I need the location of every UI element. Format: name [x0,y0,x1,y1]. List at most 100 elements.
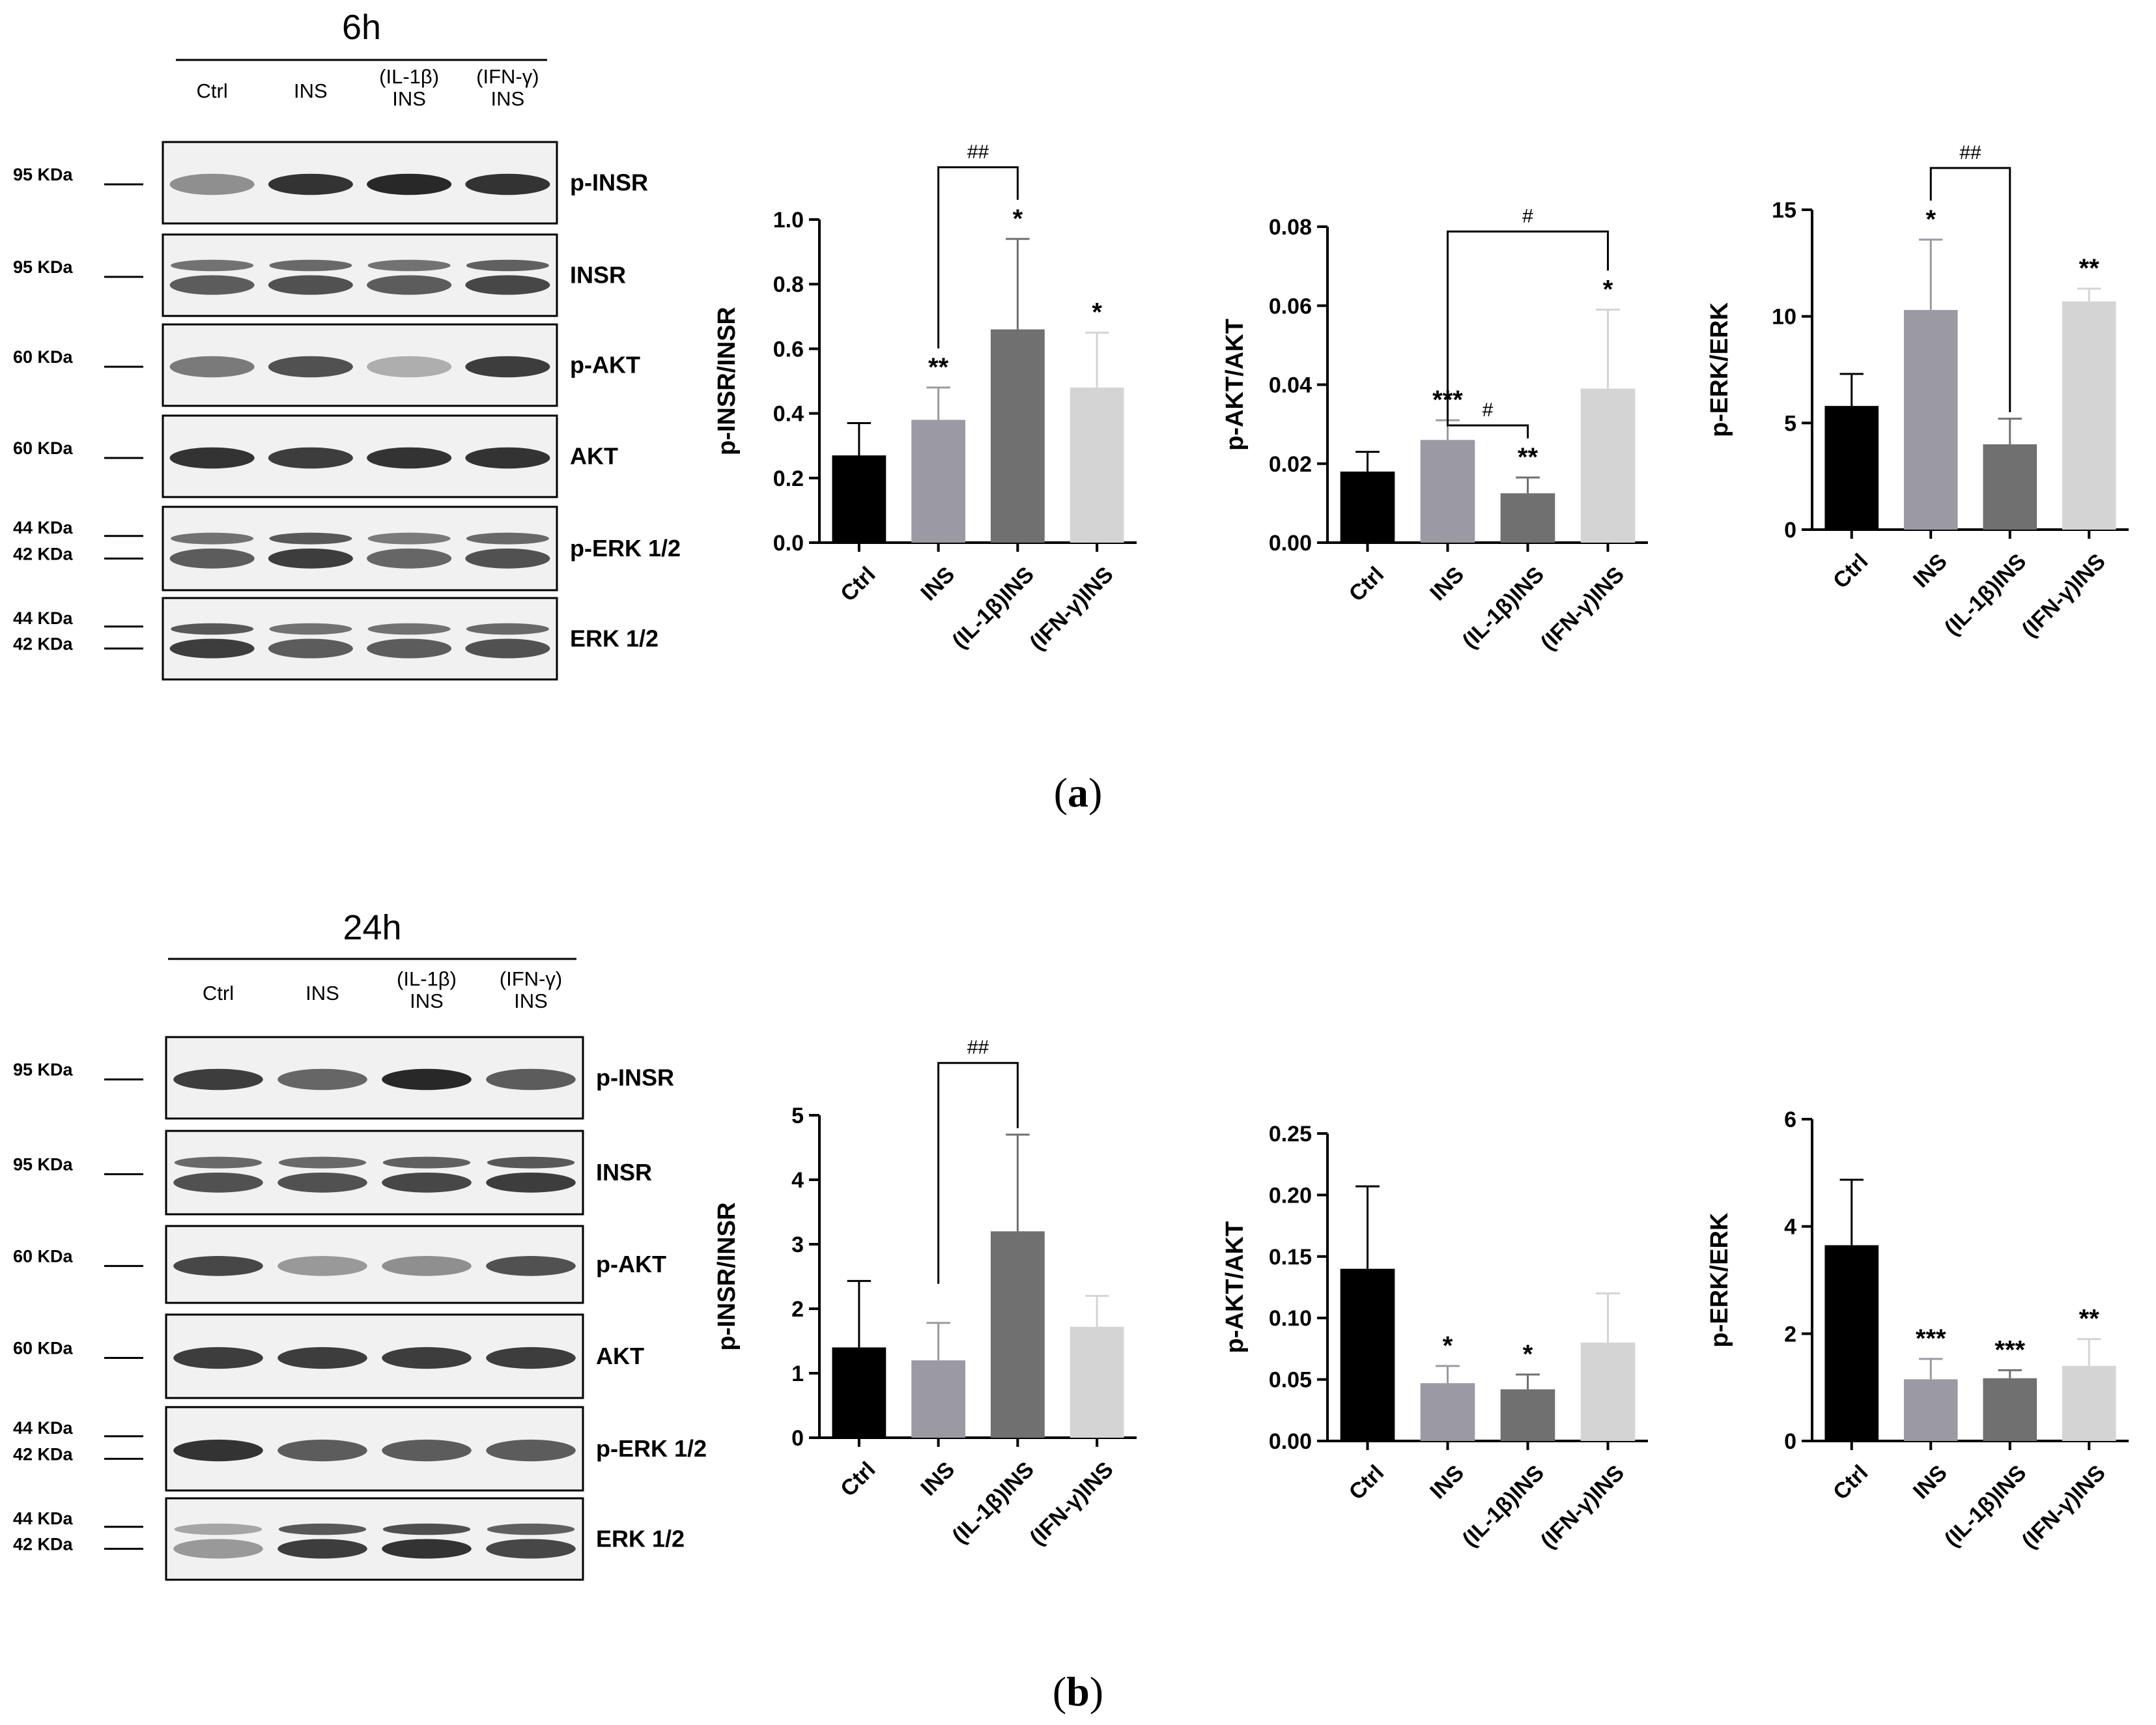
blot-band [382,1523,471,1535]
blot-band [173,1173,263,1193]
blot-row-label: p-INSR [596,1064,674,1091]
kda-marker-label: 42 KDa [13,1444,74,1464]
blot-lane-label: (IFN-γ) INS [500,967,562,1012]
bar [1420,440,1475,543]
significance-marker: ** [2079,254,2100,283]
blot-band [268,638,353,659]
x-tick-label: (IL-1β)INS [1940,549,2031,640]
significance-marker: * [1092,298,1102,327]
blot-row-label: p-AKT [596,1251,666,1277]
blot-band [367,173,452,195]
blot-row-label: p-INSR [570,169,648,196]
bar [1983,1378,2037,1441]
blot-band [486,1539,576,1559]
blot-row-label: p-ERK 1/2 [596,1435,707,1462]
kda-marker-label: 42 KDa [13,544,74,563]
y-tick-label: 0 [1784,1429,1796,1454]
blot-band [382,1156,471,1169]
blot-band [173,1347,263,1369]
y-tick-label: 0 [791,1426,804,1451]
blot-band [367,447,452,469]
y-tick-label: 0.25 [1269,1122,1312,1147]
blot-membrane [162,597,558,681]
y-tick-label: 0.00 [1269,1429,1312,1454]
kda-marker-label: 42 KDa [13,1535,74,1554]
blot-row: p-AKT 60 KDa [13,323,640,407]
y-tick-label: 2 [791,1297,804,1322]
comparison-bracket [1447,230,1609,382]
significance-marker: *** [1916,1324,1946,1353]
kda-marker-label: 95 KDa [13,257,74,277]
y-tick-label: 6 [1784,1107,1796,1132]
blot-row: p-AKT 60 KDa [13,1225,666,1304]
blot-band [487,1523,575,1535]
blot-band [173,1539,263,1559]
bar [1070,387,1124,543]
blot-lane-label: (IFN-γ) INS [476,65,539,110]
significance-marker: *** [1994,1335,2025,1364]
kda-marker-label: 44 KDa [13,1509,74,1528]
blot-row: ERK 1/2 44 KDa 42 KDa [13,1497,685,1581]
bar [1580,1342,1636,1441]
bar [1983,444,2037,530]
blot-row-label: AKT [596,1343,644,1369]
blot-band [486,1068,576,1091]
comparison-marker: # [1522,205,1533,227]
blot-band [173,1439,263,1462]
x-tick-label: Ctrl [1828,549,1873,593]
blot-lane-label: Ctrl [203,982,234,1005]
y-axis-label: p-AKT/AKT [1221,1221,1249,1354]
bar [1500,1389,1555,1441]
blot-lane-label: INS [294,79,328,102]
blot-band [367,259,451,272]
blot-band [269,623,352,635]
comparison-bracket [1447,381,1529,438]
kda-marker-label: 60 KDa [13,347,74,367]
y-tick-label: 4 [791,1168,804,1193]
blot-band [367,356,452,378]
blot-band [465,638,550,659]
bar [1903,309,1958,530]
blot-row: AKT 60 KDa [13,414,618,498]
blot-band [277,1173,367,1193]
significance-marker: * [1443,1332,1453,1360]
x-tick-label: INS [1425,562,1469,606]
blot-lane-label: (IL-1β) INS [379,65,439,110]
blot-row: ERK 1/2 44 KDa 42 KDa [13,597,659,681]
y-tick-label: 0.02 [1269,452,1312,477]
blot-band [382,1173,472,1193]
y-tick-label: 0.04 [1269,373,1312,398]
x-tick-label: (IFN-γ)INS [1025,1457,1118,1550]
y-tick-label: 0.10 [1269,1306,1312,1331]
blot-band [382,1068,472,1091]
y-tick-label: 0.06 [1269,294,1312,319]
x-tick-label: (IL-1β)INS [948,562,1039,653]
blot-band [268,356,353,378]
blot-row-label: p-ERK 1/2 [570,535,681,562]
blot-band [486,1173,576,1193]
comparison-marker: ## [967,1037,989,1059]
x-tick-label: Ctrl [836,1457,880,1502]
blot-band [465,447,550,469]
y-tick-label: 0.6 [773,337,804,362]
y-tick-label: 0.20 [1269,1183,1312,1208]
blot-band [382,1439,472,1462]
bar [1824,406,1879,530]
blot-row: p-ERK 1/2 44 KDa 42 KDa [13,506,681,592]
y-tick-label: 0.08 [1269,215,1312,240]
bar [1580,388,1636,543]
bar [911,1360,966,1438]
bar-chart-b-2: 0.00 0.05 0.10 0.15 0.20 0.25 p-AKT/AKT Ctrl * IN… [1221,1122,1648,1554]
blot-band [465,356,550,378]
bar [1340,471,1395,543]
blot-band [268,173,353,195]
blot-row: p-INSR 95 KDa [13,141,648,225]
blot-row: INSR 95 KDa [13,233,626,317]
bar [1903,1379,1958,1441]
x-tick-label: INS [1908,549,1952,593]
kda-marker-label: 60 KDa [13,438,74,458]
comparison-marker: ## [967,141,989,163]
kda-marker-label: 42 KDa [13,634,74,654]
bar-chart-b-1: 0 1 2 3 4 5 p-INSR/INSR Ctrl INS(IL-1β)INS(IFN-γ… [713,1037,1137,1550]
x-tick-label: (IFN-γ)INS [2017,549,2110,642]
